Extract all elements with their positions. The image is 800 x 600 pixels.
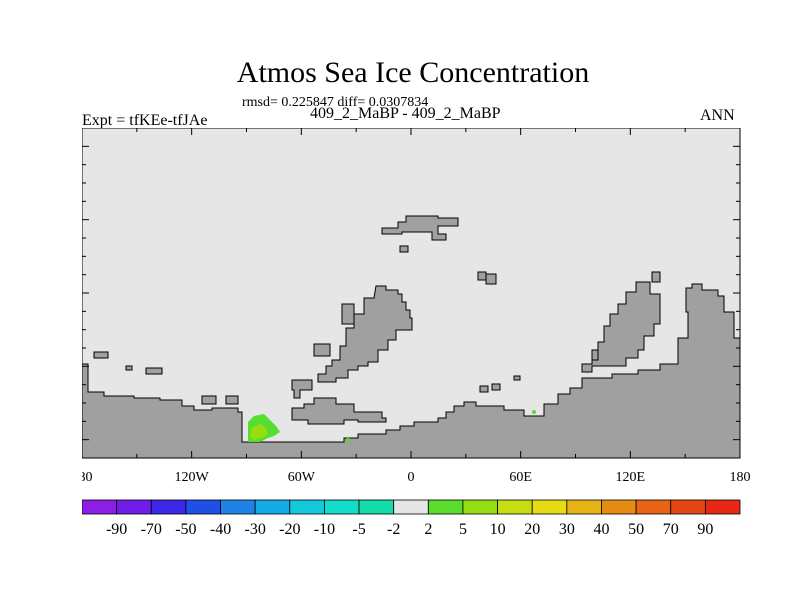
colorbar-label: 40	[593, 521, 609, 538]
colorbar-box	[358, 499, 395, 515]
colorbar-label: 30	[559, 521, 575, 538]
colorbar-box	[497, 499, 533, 515]
land-east-islet-2	[591, 349, 599, 361]
land-islet-a	[341, 303, 355, 325]
colorbar-box	[393, 499, 429, 515]
colorbar-label: -70	[141, 521, 162, 538]
experiment-label: Expt = tfKEe-tfJAe	[82, 112, 208, 129]
x-tick-label: 180	[82, 470, 93, 485]
colorbar-label: -20	[279, 521, 300, 538]
colorbar-label: 5	[459, 521, 467, 538]
colorbar-label: 20	[524, 521, 540, 538]
x-tick-label: 120W	[175, 470, 210, 485]
colorbar-box	[566, 499, 602, 515]
anomaly-patches	[248, 410, 536, 443]
land-ice-shelf	[291, 397, 387, 425]
rmsd-diff-text: rmsd= 0.225847 diff= 0.0307834	[242, 95, 429, 110]
land-islet-b	[313, 343, 331, 357]
axis-ticks	[82, 128, 741, 459]
land-islet-i	[479, 385, 489, 393]
anomaly-spot-south	[345, 437, 351, 443]
colorbar-box	[150, 499, 187, 515]
land-islet-d	[93, 351, 109, 359]
colorbar-box	[531, 499, 568, 515]
land-east-ridge	[581, 281, 661, 373]
land-islet-k	[513, 375, 521, 381]
colorbar-label: -10	[314, 521, 335, 538]
colorbar-label: -5	[352, 521, 365, 538]
colorbar-label: 50	[628, 521, 644, 538]
x-tick-label: 180	[730, 470, 751, 485]
land-islet-j	[491, 383, 501, 391]
season-label: ANN	[700, 107, 735, 124]
land-antarctica	[82, 283, 741, 459]
land-islet-h	[225, 395, 239, 405]
colorbar-box	[185, 499, 221, 515]
land-islet-c	[291, 379, 313, 399]
colorbar-label: 90	[697, 521, 713, 538]
chart-title: Atmos Sea Ice Concentration	[236, 56, 590, 89]
x-tick-labels: 180 120W 60W 0 60E 120E 180	[82, 470, 751, 485]
land-islet-g	[201, 395, 217, 405]
colorbar	[82, 499, 741, 515]
colorbar-box	[462, 499, 498, 515]
land-east-islet	[651, 271, 661, 283]
land-north-islet-2	[477, 271, 487, 281]
colorbar-label: 2	[424, 521, 432, 538]
colorbar-box	[289, 499, 325, 515]
colorbar-label: -90	[106, 521, 127, 538]
colorbar-label: -50	[175, 521, 196, 538]
colorbar-label: -30	[244, 521, 265, 538]
colorbar-box	[82, 499, 118, 515]
colorbar-box	[704, 499, 741, 515]
colorbar-box	[670, 499, 706, 515]
land-islet-e	[125, 365, 133, 371]
land-north	[381, 215, 459, 241]
x-tick-label: 60E	[509, 470, 532, 485]
colorbar-box	[601, 499, 637, 515]
anomaly-weddell-inner	[250, 424, 268, 440]
land-islet-f	[145, 367, 163, 375]
x-tick-label: 0	[408, 470, 415, 485]
colorbar-box	[254, 499, 291, 515]
colorbar-box	[220, 499, 256, 515]
colorbar-label: 10	[490, 521, 506, 538]
colorbar-box	[427, 499, 464, 515]
case-subtitle: 409_2_MaBP - 409_2_MaBP	[310, 105, 501, 122]
colorbar-box	[635, 499, 672, 515]
land-north-islet	[399, 245, 409, 253]
colorbar-box	[324, 499, 360, 515]
anomaly-spot-east	[532, 410, 536, 414]
colorbar-labels: -90 -70 -50 -40 -30 -20 -10 -5 -2 2 5 10 20 30 40 50 70 9…	[106, 521, 713, 538]
map-chart: 80N40N040S80S 180120W60W060E120E180 -90-…	[82, 128, 751, 538]
land-masses	[82, 215, 741, 459]
colorbar-box	[116, 499, 152, 515]
land-north-islet-3	[485, 273, 497, 285]
colorbar-label: -2	[387, 521, 400, 538]
land-africa	[317, 285, 413, 383]
x-tick-label: 120E	[616, 470, 646, 485]
colorbar-label: -40	[210, 521, 231, 538]
x-tick-label: 60W	[288, 470, 316, 485]
colorbar-label: 70	[663, 521, 679, 538]
